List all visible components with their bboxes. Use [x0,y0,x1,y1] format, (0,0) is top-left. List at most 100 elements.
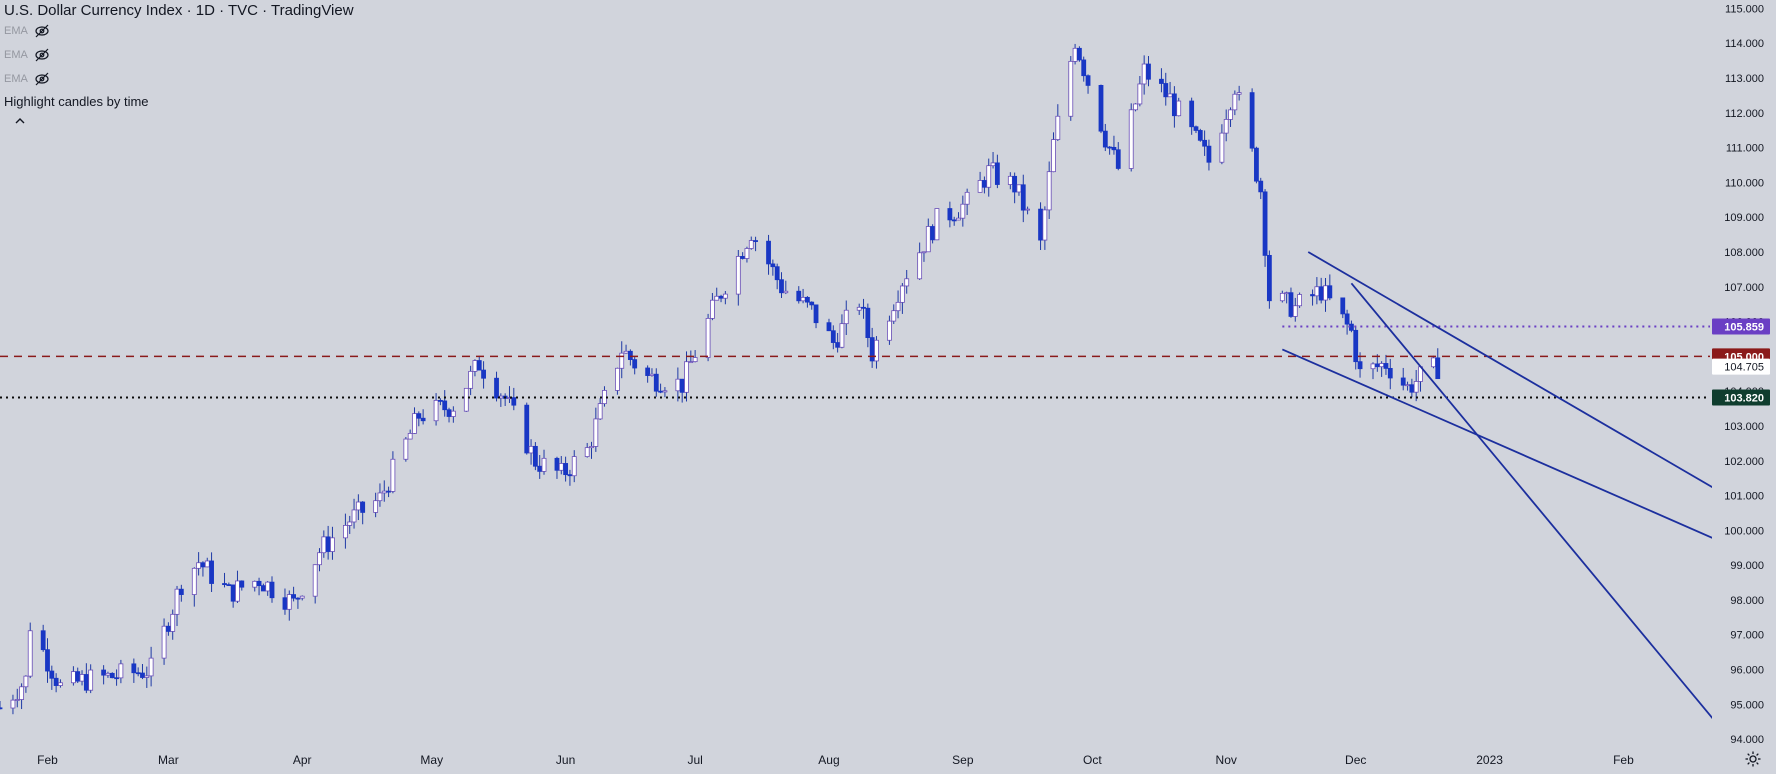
candle-up [463,387,469,412]
candle-down [1266,254,1272,302]
candle-down [1435,357,1441,380]
candle-down [49,670,55,679]
candle-up [70,671,76,684]
indicator-row[interactable]: EMA [4,43,354,67]
candle-down [1387,368,1393,379]
trendline [1350,282,1746,758]
candle-down [481,369,486,379]
indicator-label: EMA [4,24,28,37]
candle-up [558,463,564,471]
candle-up [1176,100,1182,117]
candle-down [1353,329,1359,363]
candle-up [649,373,655,376]
candle-down [532,445,538,467]
time-axis[interactable]: Feb Mar Apr May Jun Jul Aug Sep Oct Nov Dec 2023 Feb [37,753,1634,767]
candle-down [1146,63,1151,80]
candle-down [1340,297,1346,315]
time-tick-label: Sep [952,753,974,767]
candle-up [925,226,931,253]
gear-icon[interactable] [1744,750,1762,768]
candle-up [602,390,607,405]
indicator-row[interactable]: EMA [4,67,354,91]
candle-down [200,562,206,568]
candle-up [468,370,474,389]
candle-down [386,490,391,493]
eye-off-icon[interactable] [34,48,50,62]
candle-down [222,583,227,586]
candle-up [1370,363,1376,370]
candle-down [1098,85,1104,132]
candle-down [567,474,573,477]
candle-down [1115,149,1121,169]
candle-down [101,669,107,676]
candle-up [964,191,970,205]
candle-down [1262,191,1268,256]
candle-down [1206,145,1212,163]
candle-down [774,266,780,281]
eye-off-icon[interactable] [34,24,50,38]
candle-down [1189,100,1195,128]
candle-down [45,649,50,672]
indicator-row[interactable]: EMA [4,19,354,43]
candle-up [1133,103,1138,111]
candle-down [1020,184,1026,211]
candle-down [239,580,245,588]
collapse-button[interactable] [4,110,354,130]
trendline [1281,348,1775,566]
price-tick-label: 95.000 [1730,699,1764,711]
highlight-candles-label[interactable]: Highlight candles by time [4,94,149,109]
candle-up [1137,83,1143,105]
candle-up [148,657,154,677]
candle-up [170,613,176,632]
candle-down [766,240,771,265]
candle-down [1085,75,1091,86]
candle-up [373,500,379,513]
candle-up [19,686,24,700]
price-axis[interactable]: 94.000 95.000 96.000 97.000 98.000 99.000 100.… [1712,0,1776,774]
time-tick-label: Aug [818,753,839,767]
time-tick-label: Jun [556,753,575,767]
candle-up [472,360,478,372]
price-tick-label: 110.000 [1725,177,1764,189]
candle-up [381,490,387,494]
candle-up [265,581,271,592]
candle-down [804,296,810,303]
candle-down [230,584,236,602]
candle-down [1249,92,1255,149]
candle-up [235,580,240,602]
candle-down [1081,59,1087,77]
candle-down [1077,47,1082,61]
candle-down [982,180,987,188]
eye-off-icon[interactable] [34,72,50,86]
candle-up [839,323,845,348]
candle-up [286,594,292,610]
candle-down [645,367,651,376]
candle-up [1025,208,1030,211]
candle-down [813,304,819,324]
candle-up [904,278,910,287]
time-tick-label: Oct [1083,753,1102,767]
candle-down [632,359,638,369]
candle-up [684,361,689,393]
candle-up [1007,175,1013,185]
candle-down [627,350,633,361]
candle-up [144,675,150,678]
candle-down [325,536,331,552]
price-label-bg [1712,389,1770,406]
candle-up [191,567,197,595]
candle-down [1310,294,1315,297]
time-tick-label: Mar [158,753,179,767]
price-tick-label: 107.000 [1724,282,1764,294]
candle-up [1379,363,1385,368]
candle-up [856,306,862,311]
candle-up [1236,92,1242,95]
candle-down [1357,361,1363,370]
candle-down [1102,130,1108,148]
candle-up [584,447,590,457]
candle-up [1232,93,1238,111]
candle-up [433,399,439,422]
candle-up [204,560,210,568]
chevron-up-icon[interactable] [14,116,26,126]
candle-down [1202,139,1208,147]
